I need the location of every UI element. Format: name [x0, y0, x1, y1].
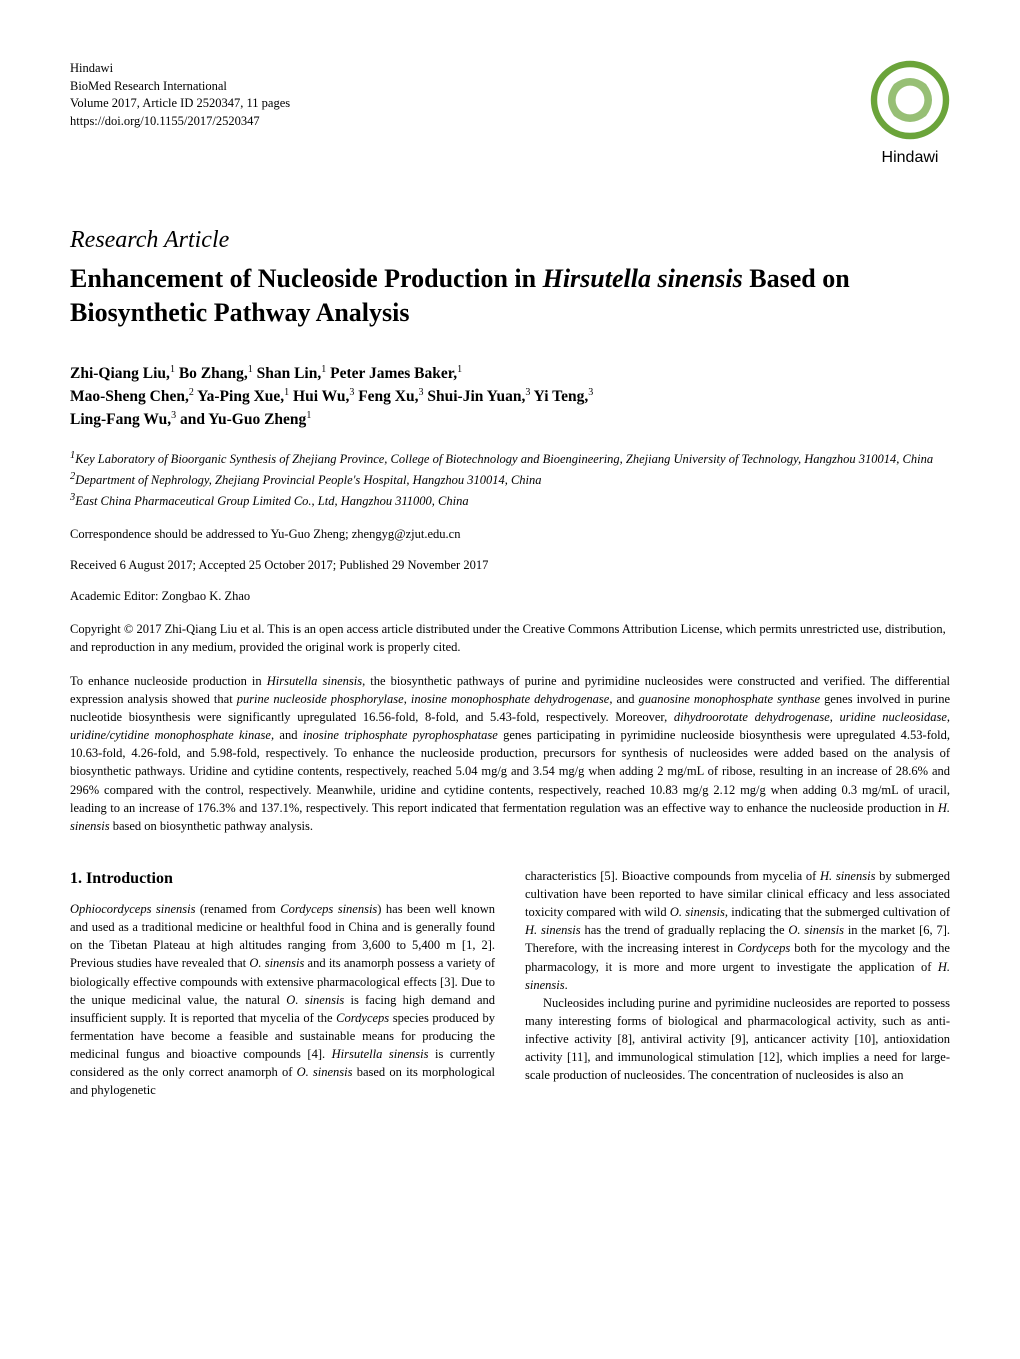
title-italic: Hirsutella sinensis [543, 264, 743, 293]
c2-i2: O. sinensis [670, 905, 725, 919]
author-8: Feng Xu, [358, 388, 418, 405]
author-2: Bo Zhang, [179, 365, 248, 382]
abs-i2: purine nucleoside phosphorylase [237, 692, 404, 706]
c2-i3: H. sinensis [525, 923, 581, 937]
c1-i7: O. sinensis [297, 1065, 353, 1079]
author-12: and Yu-Guo Zheng [180, 412, 306, 429]
column-right: characteristics [5]. Bioactive compounds… [525, 867, 950, 1100]
author-1: Zhi-Qiang Liu, [70, 365, 170, 382]
authors-block: Zhi-Qiang Liu,1 Bo Zhang,1 Shan Lin,1 Pe… [70, 362, 950, 432]
affiliation-3: 3East China Pharmaceutical Group Limited… [70, 490, 950, 511]
author-5: Mao-Sheng Chen, [70, 388, 189, 405]
c1-p1: (renamed from [195, 902, 280, 916]
abs-i5: dihydroorotate dehydrogenase [674, 710, 830, 724]
author-7: Hui Wu, [293, 388, 349, 405]
section-1-heading: 1. Introduction [70, 867, 495, 890]
author-1-sup: 1 [170, 364, 175, 375]
aff-2-text: Department of Nephrology, Zhejiang Provi… [75, 473, 541, 487]
article-title: Enhancement of Nucleoside Production in … [70, 262, 950, 330]
c1-i6: Hirsutella sinensis [332, 1047, 429, 1061]
hindawi-logo-icon [870, 60, 950, 140]
abstract: To enhance nucleoside production in Hirs… [70, 672, 950, 835]
academic-editor: Academic Editor: Zongbao K. Zhao [70, 589, 950, 604]
c1-i5: Cordyceps [336, 1011, 389, 1025]
author-9: Shui-Jin Yuan, [427, 388, 525, 405]
author-10: Yi Teng, [534, 388, 589, 405]
abs-p6: , [830, 710, 840, 724]
c2-p4: has the trend of gradually replacing the [581, 923, 789, 937]
correspondence: Correspondence should be addressed to Yu… [70, 527, 950, 542]
author-11-sup: 3 [171, 410, 176, 421]
c2-p3: , indicating that the submerged cultivat… [725, 905, 950, 919]
author-2-sup: 1 [248, 364, 253, 375]
author-6-sup: 1 [284, 387, 289, 398]
c2-i5: Cordyceps [737, 941, 790, 955]
intro-para2: Nucleosides including purine and pyrimid… [525, 994, 950, 1085]
c2-i1: H. sinensis [820, 869, 875, 883]
affiliation-1: 1Key Laboratory of Bioorganic Synthesis … [70, 448, 950, 469]
abs-i7: uridine/cytidine monophosphate kinase, [70, 728, 274, 742]
abs-p7: , [947, 710, 950, 724]
publisher: Hindawi [70, 60, 290, 78]
c1-i2: Cordyceps sinensis [280, 902, 377, 916]
abs-i4: guanosine monophosphate synthase [639, 692, 821, 706]
c1-i4: O. sinensis [286, 993, 344, 1007]
author-9-sup: 3 [525, 387, 530, 398]
header-top: Hindawi BioMed Research International Vo… [70, 60, 950, 167]
logo-container: Hindawi [870, 60, 950, 167]
aff-1-text: Key Laboratory of Bioorganic Synthesis o… [75, 452, 933, 466]
doi-link[interactable]: https://doi.org/10.1155/2017/2520347 [70, 113, 290, 131]
author-11: Ling-Fang Wu, [70, 412, 171, 429]
author-7-sup: 3 [349, 387, 354, 398]
abs-p4: and [612, 692, 638, 706]
logo-text: Hindawi [870, 149, 950, 167]
author-3-sup: 1 [321, 364, 326, 375]
c1-i1: Ophiocordyceps sinensis [70, 902, 195, 916]
title-part1: Enhancement of Nucleoside Production in [70, 264, 543, 293]
aff-3-text: East China Pharmaceutical Group Limited … [75, 494, 468, 508]
column-left: 1. Introduction Ophiocordyceps sinensis … [70, 867, 495, 1100]
affiliation-2: 2Department of Nephrology, Zhejiang Prov… [70, 469, 950, 490]
author-5-sup: 2 [189, 387, 194, 398]
abs-i1: Hirsutella sinensis [267, 674, 362, 688]
article-type: Research Article [70, 227, 950, 254]
abs-p8: and [274, 728, 303, 742]
author-10-sup: 3 [588, 387, 593, 398]
copyright-notice: Copyright © 2017 Zhi-Qiang Liu et al. Th… [70, 620, 950, 656]
c1-i3: O. sinensis [249, 956, 304, 970]
author-6: Ya-Ping Xue, [197, 388, 284, 405]
volume-line: Volume 2017, Article ID 2520347, 11 page… [70, 95, 290, 113]
intro-para1: Ophiocordyceps sinensis (renamed from Co… [70, 900, 495, 1099]
author-8-sup: 3 [419, 387, 424, 398]
journal-info: Hindawi BioMed Research International Vo… [70, 60, 290, 130]
author-4: Peter James Baker, [330, 365, 457, 382]
abs-i3: inosine monophosphate dehydrogenase, [411, 692, 613, 706]
author-3: Shan Lin, [257, 365, 322, 382]
c2-p7: . [565, 978, 568, 992]
c2-p1: characteristics [5]. Bioactive compounds… [525, 869, 820, 883]
abs-p3: , [404, 692, 411, 706]
journal-name: BioMed Research International [70, 78, 290, 96]
body-columns: 1. Introduction Ophiocordyceps sinensis … [70, 867, 950, 1100]
abs-p1: To enhance nucleoside production in [70, 674, 267, 688]
author-12-sup: 1 [306, 410, 311, 421]
dates: Received 6 August 2017; Accepted 25 Octo… [70, 558, 950, 573]
abs-p10: based on biosynthetic pathway analysis. [110, 819, 313, 833]
abs-i8: inosine triphosphate pyrophosphatase [303, 728, 498, 742]
intro-para1-cont: characteristics [5]. Bioactive compounds… [525, 867, 950, 994]
author-4-sup: 1 [457, 364, 462, 375]
c2-i4: O. sinensis [788, 923, 844, 937]
abs-i6: uridine nucleosidase [840, 710, 947, 724]
affiliations-block: 1Key Laboratory of Bioorganic Synthesis … [70, 448, 950, 511]
c2-para2-p1: Nucleosides including purine and pyrimid… [525, 996, 950, 1083]
